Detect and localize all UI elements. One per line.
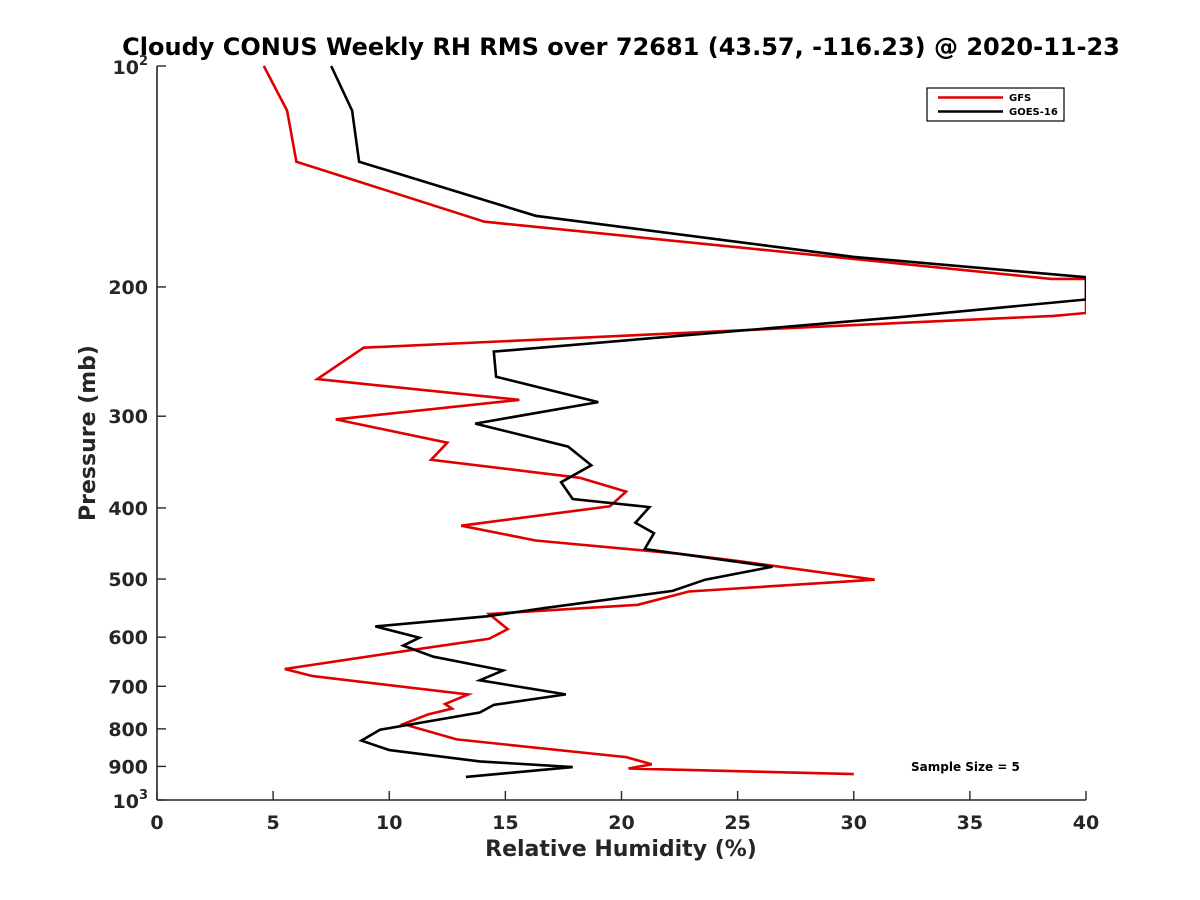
x-tick-label: 10 — [376, 812, 402, 834]
x-tick-label: 40 — [1073, 812, 1099, 834]
y-tick-label: 600 — [108, 627, 148, 649]
y-tick-label: 103 — [113, 788, 149, 813]
y-tick-label: 900 — [108, 756, 148, 778]
legend-box — [926, 87, 1065, 122]
y-tick-label: 500 — [108, 569, 148, 591]
y-tick-label: 700 — [108, 676, 148, 698]
x-tick-label: 5 — [267, 812, 280, 834]
sample-size-annotation: Sample Size = 5 — [911, 760, 1020, 774]
x-axis-label: Relative Humidity (%) — [485, 837, 757, 862]
y-tick-label: 200 — [108, 277, 148, 299]
x-axis: 0 5 10 15 20 25 30 35 40 — [150, 791, 1099, 834]
series-line-goes-16 — [330, 65, 1086, 779]
data-series — [262, 65, 1086, 779]
y-tick-label: 400 — [108, 498, 148, 520]
chart-title: Cloudy CONUS Weekly RH RMS over 72681 (4… — [122, 33, 1120, 61]
x-tick-label: 30 — [841, 812, 867, 834]
x-tick-label: 35 — [957, 812, 983, 834]
y-axis: 102 200 300 400 500 600 700 800 900 103 — [108, 54, 166, 813]
x-tick-label: 25 — [724, 812, 750, 834]
series-line-gfs — [262, 65, 1086, 776]
y-tick-label: 300 — [108, 406, 148, 428]
legend-label-gfs: GFS — [1009, 93, 1031, 104]
x-tick-label: 15 — [492, 812, 518, 834]
x-tick-label: 20 — [608, 812, 634, 834]
y-tick-label: 800 — [108, 719, 148, 741]
y-axis-label: Pressure (mb) — [76, 345, 101, 521]
y-tick-label: 102 — [113, 54, 149, 79]
legend-label-goes-16: GOES-16 — [1009, 107, 1058, 118]
x-tick-label: 0 — [150, 812, 163, 834]
plot-area — [156, 66, 1086, 801]
legend: GFS GOES-16 — [926, 87, 1065, 122]
